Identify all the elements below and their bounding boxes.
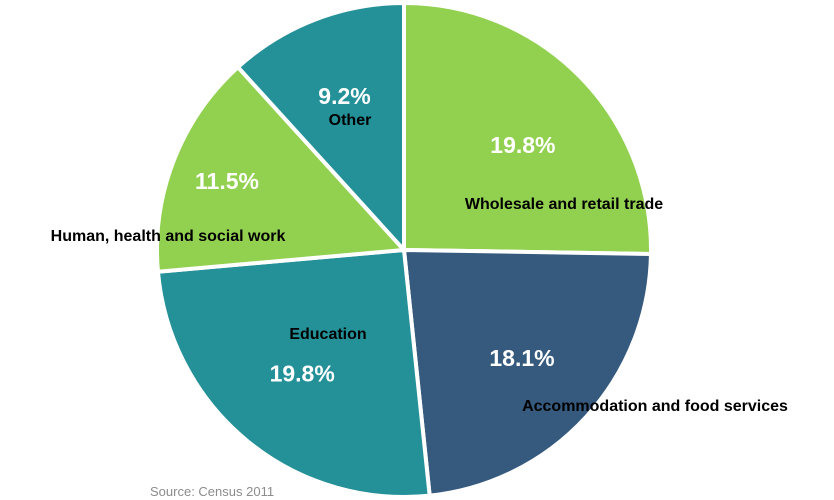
pie-category-label: Education — [289, 326, 366, 343]
pie-category-label: Accommodation and food services — [522, 398, 788, 415]
source-note: Source: Census 2011 — [150, 484, 275, 499]
pie-category-label: Other — [329, 112, 372, 129]
pie-labels: 19.8% 18.1% 19.8% 11.5% 9.2% Wholesale and re… — [51, 83, 788, 415]
pie-percent-label: 11.5% — [195, 168, 259, 194]
pie-slice-accommodation-and-food-services — [402, 248, 653, 498]
pie-percent-label: 19.8% — [490, 132, 555, 158]
pie-slice-other — [235, 1, 406, 252]
pie-category-label: Human, health and social work — [51, 228, 286, 245]
pie-percent-label: 9.2% — [318, 83, 370, 109]
pie-category-label: Wholesale and retail trade — [465, 196, 663, 213]
pie-slice-education — [155, 248, 432, 499]
pie-percent-label: 19.8% — [270, 361, 335, 387]
pie-slices — [155, 1, 653, 499]
pie-slice-wholesale-and-retail-trade — [402, 1, 653, 256]
pie-percent-label: 18.1% — [489, 345, 554, 371]
pie-slice-human-health-and-social-work — [155, 65, 406, 274]
